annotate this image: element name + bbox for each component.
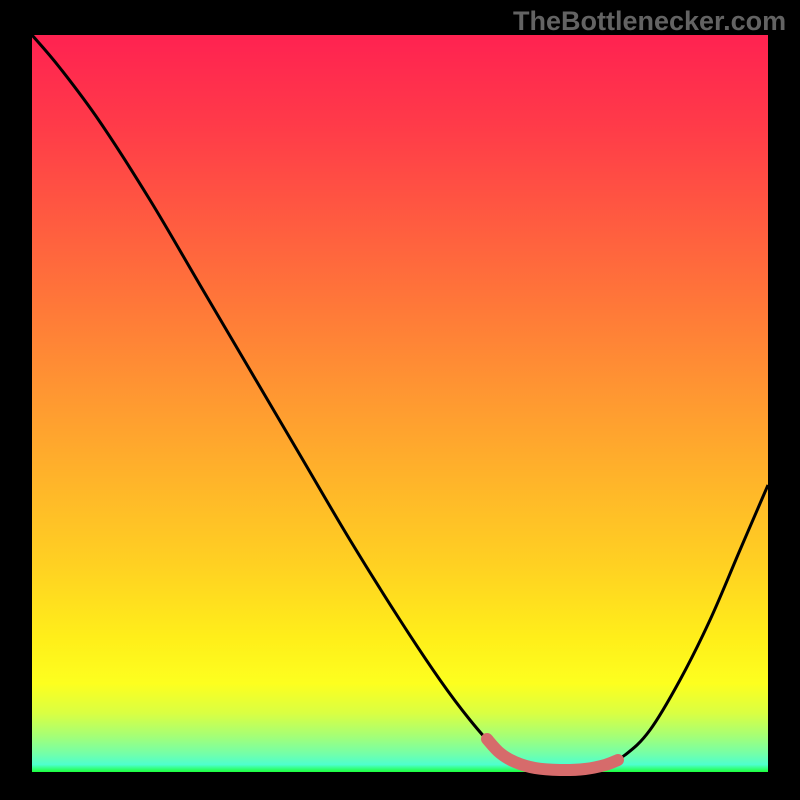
gradient-background <box>32 35 768 772</box>
chart-canvas <box>0 0 800 800</box>
bottleneck-chart <box>0 0 800 800</box>
watermark-text: TheBottlenecker.com <box>513 6 786 37</box>
